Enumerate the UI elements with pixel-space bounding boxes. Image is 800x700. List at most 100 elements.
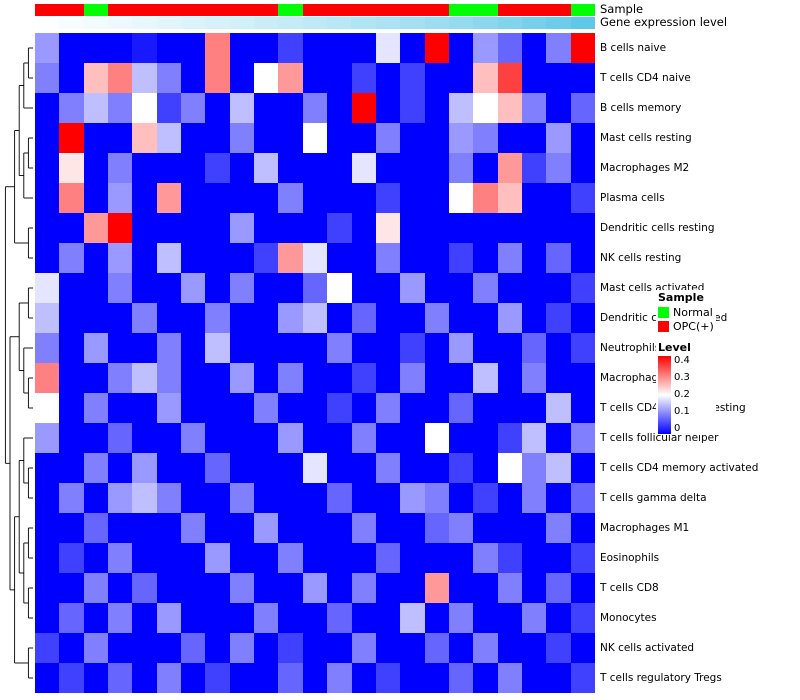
gene-annotation-cell [302,17,328,29]
gene-annotation-cell [448,17,474,29]
heatmap-cell [546,483,571,513]
heatmap-cell [546,603,571,633]
heatmap-cell [278,93,303,123]
sample-annotation-cell [424,4,449,16]
heatmap-cell [83,183,109,213]
heatmap-cell [302,213,328,243]
heatmap-cell [570,63,595,93]
heatmap-cell [108,483,133,513]
heatmap-cell [327,213,352,243]
heatmap-cell [132,513,157,543]
heatmap-cell [132,93,157,123]
heatmap-cell [473,303,498,333]
row-label: NK cells activated [600,642,695,654]
heatmap-cell [205,603,230,633]
heatmap-cell [473,663,498,693]
heatmap-cell [302,93,328,123]
heatmap-cell [278,603,303,633]
sample-annotation-cell [375,4,401,16]
heatmap-cell [448,633,474,663]
sample-annotation-cell [351,4,376,16]
row-dendrogram [4,47,33,679]
heatmap-cell [497,33,522,63]
heatmap-cell [132,63,157,93]
row-labels: B cells naive T cells CD4 naive B cells me… [600,33,800,693]
heatmap-cell [521,303,547,333]
heatmap-cell [570,543,595,573]
heatmap-cell [156,33,182,63]
heatmap-cell [448,273,474,303]
heatmap-cell [205,393,230,423]
heatmap-cell [83,123,109,153]
heatmap-cell [35,333,60,363]
sample-annotation-cell [521,4,547,16]
heatmap-cell [546,363,571,393]
sample-annotation-cell [278,4,303,16]
heatmap-cell [205,453,230,483]
heatmap-cell [497,363,522,393]
heatmap-cell [497,453,522,483]
heatmap-cell [375,33,401,63]
heatmap-cell [473,63,498,93]
heatmap-cell [424,273,449,303]
heatmap-cell [448,393,474,423]
legend: Sample Normal OPC(+) Level 0.4 0.3 0.2 0.1 0 [656,290,716,435]
heatmap-cell [351,573,376,603]
heatmap-cell [327,33,352,63]
heatmap-cell [400,273,425,303]
heatmap-cell [497,483,522,513]
heatmap-cell [156,603,182,633]
heatmap-cell [229,63,255,93]
heatmap-cell [375,333,401,363]
heatmap-cell [546,33,571,63]
heatmap-cell [59,303,84,333]
sample-annotation-cell [83,4,109,16]
heatmap-cell [254,333,279,363]
heatmap-cell [254,213,279,243]
heatmap-cell [400,93,425,123]
heatmap-cell [497,243,522,273]
heatmap-cell [35,93,60,123]
heatmap-cell [448,213,474,243]
heatmap-cell [278,213,303,243]
heatmap-cell [327,513,352,543]
heatmap-cell [59,363,84,393]
heatmap-cell [278,363,303,393]
heatmap-cell [424,243,449,273]
heatmap-cell [546,243,571,273]
heatmap-cell [521,393,547,423]
heatmap-cell [448,663,474,693]
gene-annotation-cell [546,17,571,29]
heatmap-cell [156,123,182,153]
heatmap-cell [327,183,352,213]
heatmap-cell [473,183,498,213]
heatmap-cell [302,573,328,603]
heatmap-cell [521,243,547,273]
heatmap-cell [570,633,595,663]
heatmap-cell [229,153,255,183]
heatmap-cell [205,483,230,513]
heatmap-cell [424,393,449,423]
heatmap-cell [400,123,425,153]
heatmap-cell [108,243,133,273]
heatmap-cell [546,663,571,693]
heatmap-cell [229,213,255,243]
sample-annotation-cell [570,4,595,16]
heatmap-cell [302,123,328,153]
heatmap-cell [570,453,595,483]
heatmap-cell [205,633,230,663]
heatmap-cell [229,393,255,423]
heatmap-cell [302,423,328,453]
heatmap-cell [156,423,182,453]
heatmap-cell [205,123,230,153]
heatmap-cell [424,483,449,513]
heatmap-cell [278,333,303,363]
heatmap-cell [132,603,157,633]
heatmap-cell [205,663,230,693]
heatmap-cell [546,183,571,213]
heatmap-cell [400,423,425,453]
heatmap-cell [327,663,352,693]
heatmap-cell [327,573,352,603]
gene-annotation-cell [473,17,498,29]
heatmap-cell [497,183,522,213]
